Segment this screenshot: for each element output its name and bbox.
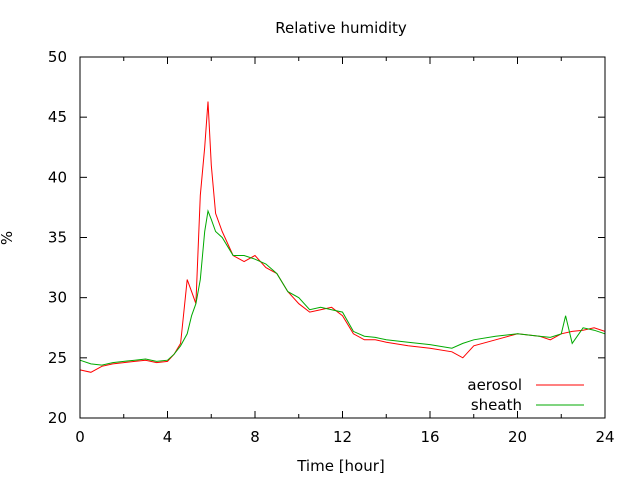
x-tick-label: 0 [75,428,85,446]
legend-label-sheath: sheath [471,396,522,414]
x-tick-label: 12 [333,428,352,446]
series-line-sheath [79,209,606,366]
y-tick-label: 35 [48,229,67,247]
x-tick-label: 24 [595,428,614,446]
x-tick-label: 20 [508,428,527,446]
y-tick-label: 50 [48,48,67,66]
axis-ticks [79,56,606,419]
plot-frame [79,56,606,419]
y-tick-label: 45 [48,108,67,126]
x-tick-label: 16 [420,428,439,446]
legend: aerosol sheath [467,376,584,414]
x-tick-label: 4 [163,428,173,446]
y-tick-label: 25 [48,349,67,367]
x-axis-label: Time [hour] [296,457,385,475]
y-tick-label: 20 [48,409,67,427]
series-line-aerosol [79,101,606,373]
y-axis-label: % [0,231,16,245]
y-tick-label: 40 [48,168,67,186]
plot-lines [79,101,606,373]
y-tick-label: 30 [48,289,67,307]
chart-title: Relative humidity [275,19,407,37]
legend-label-aerosol: aerosol [467,376,522,394]
x-tick-label: 8 [250,428,260,446]
axis-tick-labels: 0 4 8 12 16 20 24 20 25 30 35 40 45 50 [48,48,615,446]
